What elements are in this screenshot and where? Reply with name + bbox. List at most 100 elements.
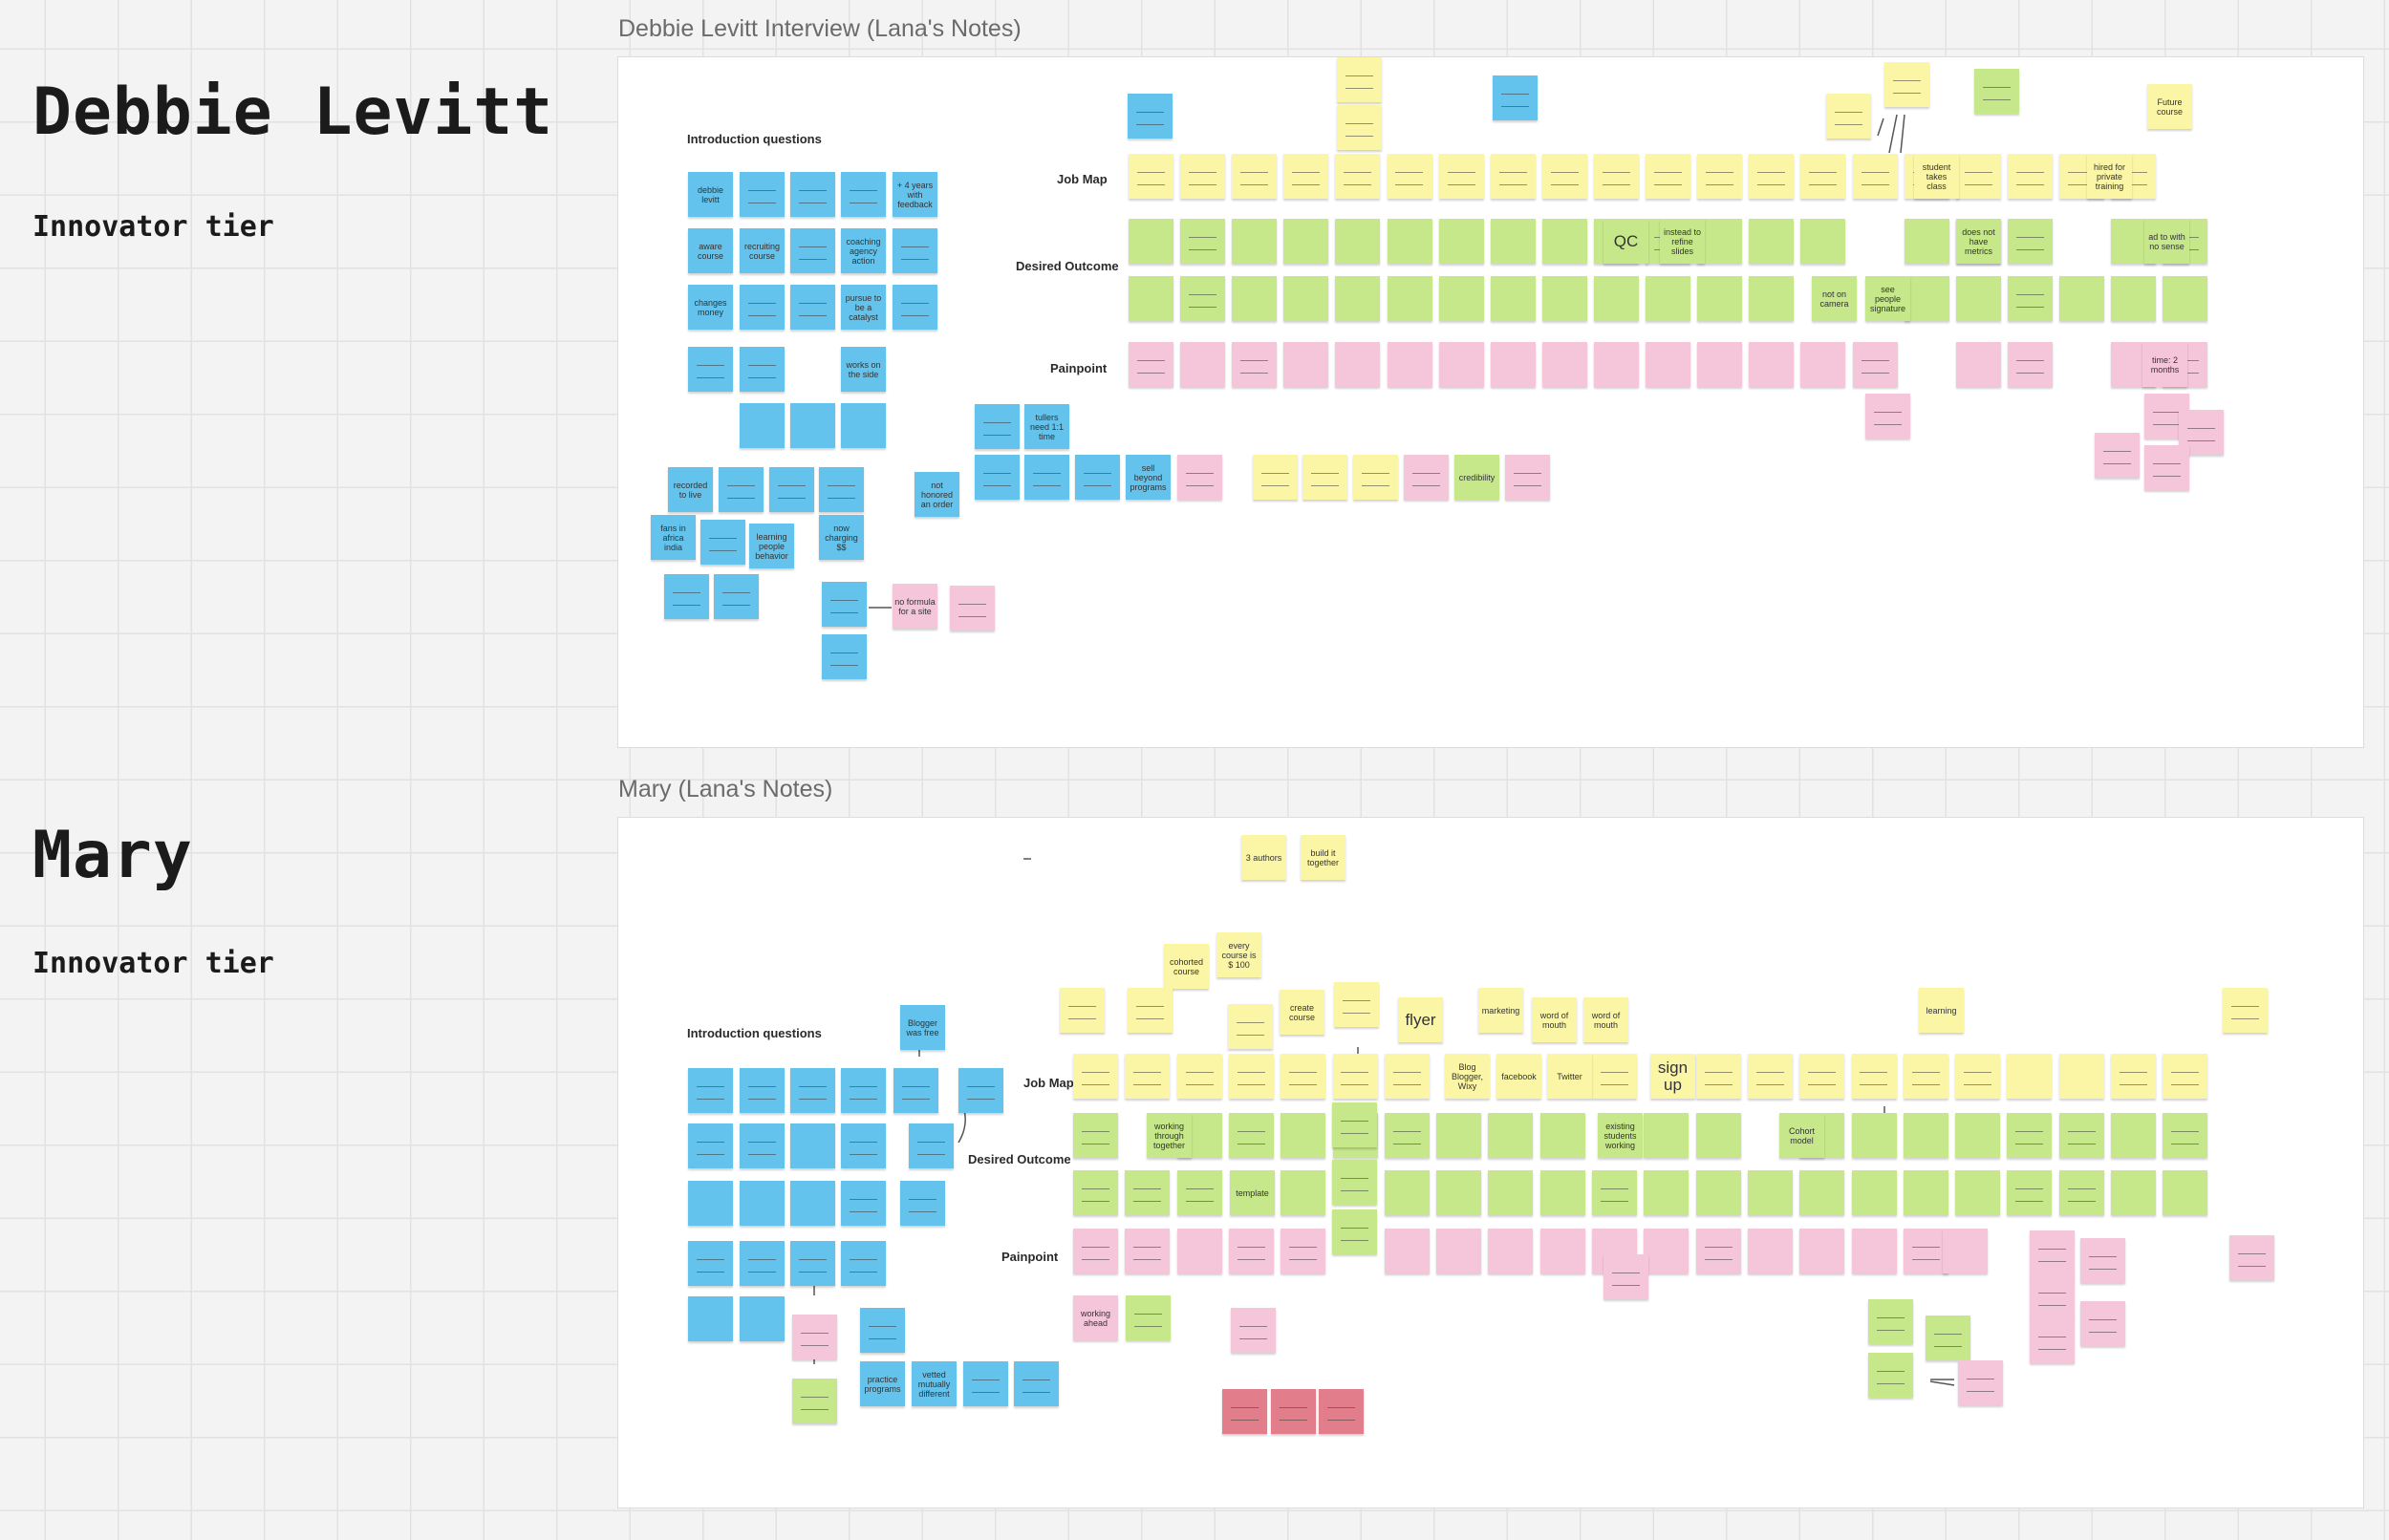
sticky-note[interactable]: instead to refine slides xyxy=(1660,219,1705,264)
sticky-note[interactable] xyxy=(2030,1274,2075,1319)
sticky-note[interactable] xyxy=(841,172,886,217)
sticky-note[interactable] xyxy=(1281,1054,1326,1099)
sticky-note[interactable] xyxy=(1490,219,1536,264)
sticky-note[interactable]: sign up xyxy=(1650,1054,1695,1099)
sticky-note[interactable] xyxy=(2030,1318,2075,1363)
sticky-note[interactable] xyxy=(1014,1361,1059,1406)
sticky-note[interactable] xyxy=(900,1181,945,1226)
sticky-note[interactable] xyxy=(1231,1308,1276,1353)
sticky-note[interactable]: learning people behavior xyxy=(749,524,794,568)
sticky-note[interactable] xyxy=(2058,1054,2104,1099)
sticky-note[interactable] xyxy=(1695,1229,1741,1273)
sticky-note[interactable]: 3 authors xyxy=(1241,835,1286,880)
sticky-note[interactable] xyxy=(1539,1170,1585,1215)
sticky-note[interactable] xyxy=(1125,1170,1171,1215)
sticky-note[interactable] xyxy=(2007,1170,2053,1215)
sticky-note[interactable] xyxy=(2223,988,2268,1033)
sticky-note[interactable] xyxy=(1800,342,1846,387)
sticky-note[interactable] xyxy=(1228,1004,1273,1049)
sticky-note[interactable] xyxy=(792,1315,837,1359)
sticky-note[interactable] xyxy=(1228,1054,1274,1099)
sticky-note[interactable] xyxy=(790,228,835,273)
sticky-note[interactable] xyxy=(1281,1113,1326,1158)
sticky-note[interactable] xyxy=(1697,342,1743,387)
sticky-note[interactable] xyxy=(1335,342,1381,387)
sticky-note[interactable]: QC xyxy=(1603,219,1648,264)
sticky-note[interactable] xyxy=(1490,342,1536,387)
sticky-note[interactable] xyxy=(740,1123,785,1168)
sticky-note[interactable] xyxy=(2080,1238,2125,1283)
sticky-note[interactable] xyxy=(1903,1113,1948,1158)
sticky-note[interactable] xyxy=(1283,342,1329,387)
sticky-note[interactable] xyxy=(1603,1254,1648,1299)
sticky-note[interactable] xyxy=(1851,1170,1897,1215)
sticky-note[interactable] xyxy=(1851,1054,1897,1099)
sticky-note[interactable] xyxy=(2111,1113,2156,1158)
sticky-note[interactable] xyxy=(1851,1229,1897,1273)
sticky-note[interactable] xyxy=(2007,1113,2053,1158)
sticky-note[interactable] xyxy=(1955,1113,2001,1158)
sticky-note[interactable] xyxy=(1594,154,1639,199)
sticky-note[interactable] xyxy=(1302,455,1347,500)
sticky-note[interactable] xyxy=(1594,276,1639,321)
sticky-note[interactable] xyxy=(1541,342,1587,387)
sticky-note[interactable] xyxy=(2007,219,2053,264)
sticky-note[interactable] xyxy=(1490,154,1536,199)
sticky-note[interactable] xyxy=(1695,1054,1741,1099)
sticky-note[interactable] xyxy=(2229,1235,2274,1280)
sticky-note[interactable] xyxy=(2007,154,2053,199)
sticky-note[interactable] xyxy=(2058,1170,2104,1215)
sticky-note[interactable]: sell beyond programs xyxy=(1126,455,1171,500)
sticky-note[interactable] xyxy=(769,467,814,512)
sticky-note[interactable] xyxy=(1281,1170,1326,1215)
sticky-note[interactable] xyxy=(2007,276,2053,321)
sticky-note[interactable] xyxy=(1387,154,1432,199)
sticky-note[interactable] xyxy=(1387,219,1432,264)
sticky-note[interactable] xyxy=(1129,342,1173,387)
sticky-note[interactable]: coaching agency action xyxy=(841,228,886,273)
sticky-note[interactable]: create course xyxy=(1280,990,1324,1035)
sticky-note[interactable] xyxy=(841,1068,886,1113)
sticky-note[interactable] xyxy=(1539,1113,1585,1158)
sticky-note[interactable]: Cohort model xyxy=(1779,1113,1824,1158)
sticky-note[interactable]: Blog Blogger, Wixy xyxy=(1445,1054,1490,1099)
sticky-note[interactable] xyxy=(1749,154,1795,199)
sticky-note[interactable]: cohorted course xyxy=(1164,944,1209,989)
sticky-note[interactable] xyxy=(1852,342,1898,387)
sticky-note[interactable] xyxy=(950,586,995,631)
sticky-note[interactable]: works on the side xyxy=(841,347,886,392)
sticky-note[interactable] xyxy=(1926,1315,1970,1360)
sticky-note[interactable] xyxy=(688,1181,733,1226)
sticky-note[interactable] xyxy=(860,1308,905,1353)
sticky-note[interactable] xyxy=(1799,1054,1845,1099)
board-frame-mary[interactable]: Introduction questions Job Map Desired O… xyxy=(617,817,2364,1508)
sticky-note[interactable] xyxy=(963,1361,1008,1406)
sticky-note[interactable] xyxy=(1335,154,1381,199)
sticky-note[interactable] xyxy=(1955,276,2001,321)
sticky-note[interactable] xyxy=(1903,1054,1948,1099)
sticky-note[interactable] xyxy=(1176,1229,1222,1273)
sticky-note[interactable] xyxy=(1177,455,1222,500)
sticky-note[interactable] xyxy=(1646,342,1691,387)
sticky-note[interactable] xyxy=(1073,1170,1118,1215)
sticky-note[interactable] xyxy=(700,520,745,565)
sticky-note[interactable] xyxy=(1129,276,1173,321)
sticky-note[interactable] xyxy=(822,634,867,679)
sticky-note[interactable] xyxy=(1974,69,2019,114)
sticky-note[interactable]: working ahead xyxy=(1073,1295,1118,1340)
sticky-note[interactable] xyxy=(1488,1229,1534,1273)
sticky-note[interactable] xyxy=(1541,219,1587,264)
sticky-note[interactable] xyxy=(1438,154,1484,199)
sticky-note[interactable] xyxy=(1826,94,1871,139)
sticky-note[interactable] xyxy=(1799,1229,1845,1273)
sticky-note[interactable] xyxy=(740,285,785,330)
sticky-note[interactable] xyxy=(1283,219,1329,264)
sticky-note[interactable]: time: 2 months xyxy=(2142,342,2187,387)
sticky-note[interactable]: build it together xyxy=(1301,835,1345,880)
sticky-note[interactable] xyxy=(1332,1160,1377,1205)
sticky-note[interactable] xyxy=(1283,276,1329,321)
sticky-note[interactable] xyxy=(1337,57,1382,102)
sticky-note[interactable] xyxy=(841,1123,886,1168)
sticky-note[interactable] xyxy=(1904,276,1949,321)
sticky-note[interactable] xyxy=(2163,1113,2208,1158)
